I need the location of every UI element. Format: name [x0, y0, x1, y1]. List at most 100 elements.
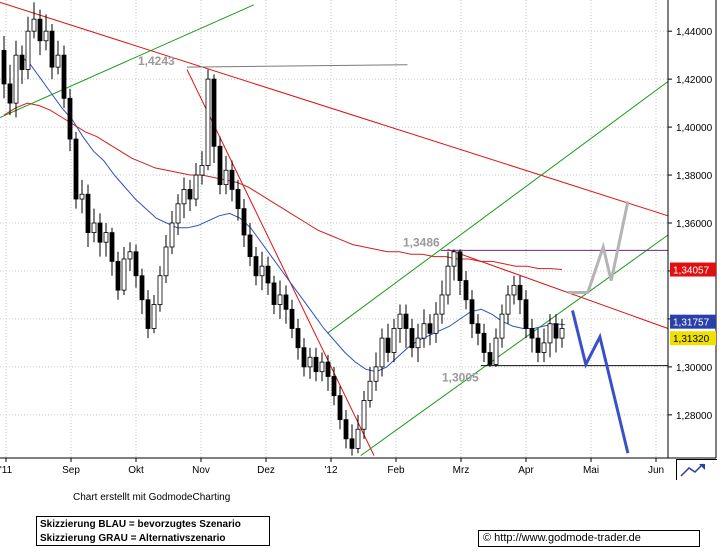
candle-body [427, 323, 433, 334]
trend-line [327, 81, 669, 334]
candle-body [415, 337, 421, 349]
candle [199, 151, 205, 185]
candle [397, 304, 403, 343]
candle-body [121, 258, 127, 291]
chart-tool-icon[interactable] [677, 460, 717, 480]
candle-body [421, 323, 427, 339]
candle-body [115, 260, 121, 291]
candle [403, 304, 409, 348]
candle [121, 246, 127, 295]
scenario-sketches [567, 201, 630, 454]
candle [277, 280, 283, 319]
candle-body [559, 328, 565, 339]
x-tick-label: Mai [583, 465, 599, 476]
candle [67, 88, 73, 152]
candle-body [451, 251, 457, 267]
candle [433, 302, 439, 343]
candle-body [397, 313, 403, 329]
candle [337, 386, 343, 430]
candle [109, 227, 115, 276]
candle-body [193, 174, 199, 200]
y-tick-label: 1,40000 [676, 123, 713, 134]
trend-line [186, 69, 375, 456]
candle-body [49, 30, 55, 68]
candle-body [13, 54, 19, 104]
candle [541, 328, 547, 363]
candle [259, 251, 265, 291]
legend-grey: Skizzierung GRAU = Alternativszenario [40, 533, 226, 544]
price-tag-text: 1,31757 [673, 318, 710, 329]
candle [451, 249, 457, 281]
candle-body [511, 284, 517, 296]
price-tag-text: 1,34057 [673, 266, 710, 277]
candle [151, 294, 157, 334]
candle [49, 23, 55, 80]
candle [247, 223, 253, 267]
candle [61, 45, 67, 108]
candle [103, 223, 109, 257]
y-tick-label: 1,28000 [676, 411, 713, 422]
candle-body [157, 275, 163, 305]
candle-body [205, 78, 211, 166]
candle [415, 323, 421, 363]
trend-line [0, 1, 669, 217]
candle [91, 208, 97, 243]
candle [487, 342, 493, 367]
candle [265, 256, 271, 295]
candle [133, 244, 139, 288]
candle-body [487, 352, 493, 365]
candle-body [301, 347, 307, 368]
candle-body [187, 189, 193, 200]
candle [97, 213, 103, 257]
candle-body [523, 299, 529, 329]
candle [355, 414, 361, 454]
candle [157, 266, 163, 312]
candle-body [433, 313, 439, 334]
candle [391, 318, 397, 363]
y-tick-label: 1,38000 [676, 171, 713, 182]
candle-body [337, 395, 343, 421]
candle-body [385, 337, 391, 353]
candle [43, 14, 49, 51]
candle-body [19, 54, 25, 70]
x-tick-label: Sep [62, 465, 80, 476]
candle [211, 74, 217, 164]
candle [319, 352, 325, 382]
candle-body [445, 265, 451, 296]
candle [367, 366, 373, 408]
candle [205, 69, 211, 171]
candle-body [505, 294, 511, 315]
candle-body [79, 193, 85, 200]
candle-body [343, 419, 349, 440]
candle-body [295, 328, 301, 349]
candle-body [169, 222, 175, 248]
candle-body [547, 323, 553, 344]
candle-body [355, 428, 361, 449]
candle [145, 290, 151, 339]
candle [517, 275, 523, 315]
candle-body [109, 232, 115, 262]
candle [55, 40, 61, 75]
source-link[interactable]: © http://www.godmode-trader.de [478, 530, 700, 547]
scenario-legend: Skizzierung BLAU = bevorzugtes Szenario … [36, 516, 270, 546]
candle-body [259, 265, 265, 277]
candle-body [241, 208, 247, 236]
candle [529, 318, 535, 353]
candle-body [373, 366, 379, 382]
x-tick-label: Dez [257, 465, 275, 476]
candle [475, 314, 481, 346]
candle [523, 290, 529, 339]
trend-line [187, 64, 408, 68]
candle-body [535, 337, 541, 353]
candle [283, 285, 289, 324]
candle-body [541, 342, 547, 353]
candle [139, 268, 145, 315]
candle-body [199, 165, 205, 176]
candle [241, 199, 247, 247]
candle-body [457, 251, 463, 281]
candle [463, 270, 469, 310]
candle [325, 354, 331, 391]
candle [409, 318, 415, 358]
x-tick-label: Mrz [453, 465, 470, 476]
candle [535, 328, 541, 363]
